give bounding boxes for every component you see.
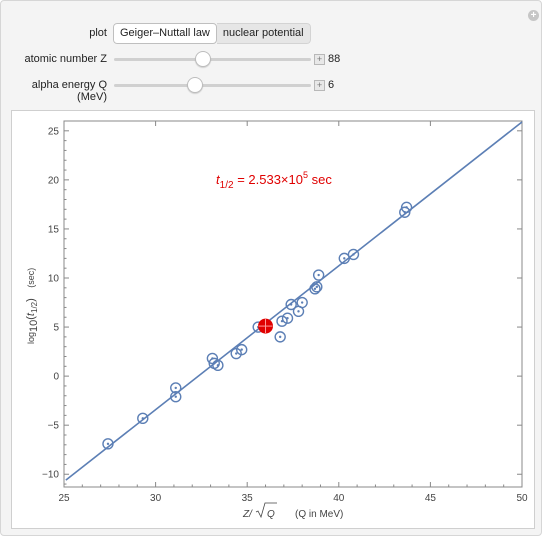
data-point-ring (137, 412, 149, 425)
y-axis-label: log10(t1/2) (sec) (25, 268, 40, 344)
x-tick-label: 45 (425, 493, 437, 504)
highlight-point (258, 318, 274, 334)
data-point-dot (315, 285, 319, 289)
geiger-nuttall-button[interactable]: Geiger–Nuttall law (113, 23, 217, 44)
y-axis-label-text: log10(t1/2) (sec) (25, 268, 40, 344)
x-tick-label: 25 (58, 493, 70, 504)
data-point-dot (174, 386, 177, 390)
data-point-ring (281, 312, 294, 324)
data-point-dot (235, 352, 238, 355)
sqrt-symbol (255, 502, 277, 519)
data-point-dot (216, 364, 220, 367)
z-slider-track[interactable] (114, 58, 311, 61)
data-point (236, 343, 248, 356)
nuclear-potential-button[interactable]: nuclear potential (216, 23, 311, 44)
data-point (170, 391, 182, 403)
data-point (170, 382, 182, 394)
y-tick-label: 5 (53, 323, 59, 334)
y-tick-label: 10 (48, 273, 60, 284)
data-point (312, 269, 325, 281)
q-slider-thumb[interactable] (186, 77, 203, 93)
data-point (137, 412, 149, 425)
data-point (311, 281, 323, 293)
data-point (400, 201, 413, 214)
data-point-dot (286, 317, 289, 320)
plot-frame (63, 120, 523, 488)
data-point-ring (338, 252, 350, 265)
plot-selector: Geiger–Nuttall law nuclear potential (113, 23, 311, 44)
q-slider-track[interactable] (114, 84, 311, 87)
data-point-ring (311, 281, 323, 293)
data-point-ring (170, 391, 182, 403)
data-point-dot (313, 287, 317, 290)
data-point (347, 248, 360, 261)
data-point (274, 331, 286, 343)
data-point-ring (212, 359, 224, 372)
y-tick-label: −5 (48, 421, 60, 432)
q-label: alpha energy Q (MeV) (31, 79, 107, 103)
x-axis-label: Z/ (242, 509, 253, 520)
data-point-ring (102, 438, 114, 450)
data-point-dot (405, 206, 408, 209)
data-point (309, 283, 321, 295)
expand-icon[interactable]: + (528, 10, 539, 21)
z-value: 88 (328, 53, 341, 65)
data-point-dot (106, 442, 110, 446)
data-point-ring (276, 315, 288, 327)
data-point-ring (206, 352, 219, 365)
z-slider-thumb[interactable] (194, 51, 211, 67)
data-point-dot (343, 257, 346, 260)
data-point-ring (236, 343, 248, 356)
data-point-ring (312, 269, 325, 281)
z-label: atomic number Z (24, 53, 107, 65)
data-point (281, 312, 294, 324)
data-point-ring (399, 206, 411, 218)
data-point (212, 359, 224, 372)
x-tick-label: 40 (333, 493, 345, 504)
x-tick-label: 35 (242, 493, 254, 504)
x-axis-sqrt-q: Q (267, 509, 275, 520)
x-tick-label: 30 (150, 493, 162, 504)
data-point-ring (347, 248, 360, 261)
y-tick-label: 0 (53, 372, 59, 383)
data-point (285, 298, 297, 311)
data-point-dot (289, 303, 293, 306)
geiger-nuttall-chart: 25 30 35 40 45 50 −10 −5 0 5 10 15 20 25 Z/Q (Q in MeV)… (25, 120, 528, 520)
data-point-dot (141, 417, 144, 420)
x-tick-label: 50 (516, 493, 528, 504)
data-point (338, 252, 350, 265)
data-point-dot (297, 310, 300, 313)
data-point-dot (240, 348, 243, 351)
half-life-annotation: t1/2 = 2.533×105 sec (216, 170, 332, 191)
data-point-ring (274, 331, 286, 343)
y-tick-label: 25 (48, 126, 60, 137)
y-tick-label: −10 (42, 470, 59, 481)
data-point (102, 438, 114, 450)
sqrt-radical (255, 502, 277, 519)
data-point-dot (278, 335, 282, 339)
plot-area: 25 30 35 40 45 50 −10 −5 0 5 10 15 20 25 Z/Q (Q in MeV)… (11, 110, 535, 529)
data-point-ring (170, 382, 182, 394)
data-point-dot (317, 273, 320, 277)
data-point-ring (296, 296, 308, 309)
data-point-ring (309, 283, 321, 295)
q-slider-expand-icon[interactable]: + (314, 80, 325, 91)
x-axis-unit: (Q in MeV) (295, 509, 343, 520)
data-point (296, 296, 308, 309)
y-tick-label: 20 (48, 175, 60, 186)
data-point-ring (285, 298, 297, 311)
q-value: 6 (328, 79, 335, 91)
data-point-dot (300, 301, 304, 304)
data-point-ring (400, 201, 413, 214)
z-slider-expand-icon[interactable]: + (314, 54, 325, 65)
y-tick-label: 15 (48, 224, 60, 235)
data-point-dot (174, 395, 177, 398)
plot-label: plot (89, 27, 107, 39)
data-point-dot (352, 253, 355, 256)
